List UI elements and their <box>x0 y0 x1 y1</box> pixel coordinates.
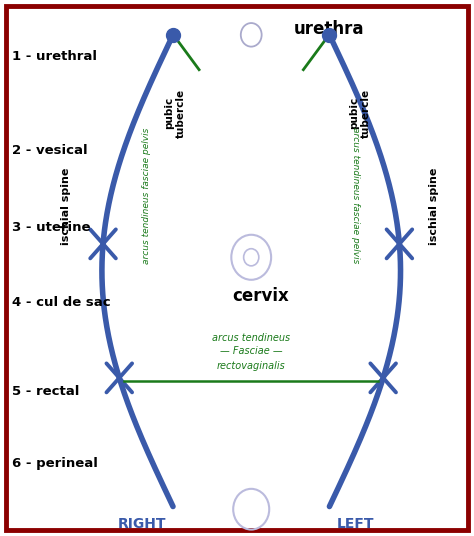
Text: pubic
tubercle: pubic tubercle <box>349 88 371 138</box>
Text: LEFT: LEFT <box>337 517 374 531</box>
Text: 3 - uterine: 3 - uterine <box>12 221 91 234</box>
Text: ischial spine: ischial spine <box>428 168 439 245</box>
Text: arcus tendineus fasciae pelvis: arcus tendineus fasciae pelvis <box>143 128 151 264</box>
Text: ischial spine: ischial spine <box>61 168 72 245</box>
Text: — Fasciae —: — Fasciae — <box>220 346 283 356</box>
Text: arcus tendineus: arcus tendineus <box>212 333 290 343</box>
Text: 1 - urethral: 1 - urethral <box>12 50 97 63</box>
Text: urethra: urethra <box>294 20 365 39</box>
Text: 5 - rectal: 5 - rectal <box>12 385 79 398</box>
Text: 6 - perineal: 6 - perineal <box>12 457 98 470</box>
Text: RIGHT: RIGHT <box>118 517 166 531</box>
Text: cervix: cervix <box>232 287 289 305</box>
Text: 4 - cul de sac: 4 - cul de sac <box>12 296 110 309</box>
Text: pubic
tubercle: pubic tubercle <box>164 88 186 138</box>
Text: arcus tendineus fasciae pelvis: arcus tendineus fasciae pelvis <box>351 128 360 264</box>
Text: rectovaginalis: rectovaginalis <box>217 361 286 370</box>
Text: 2 - vesical: 2 - vesical <box>12 144 88 157</box>
FancyBboxPatch shape <box>6 6 468 530</box>
